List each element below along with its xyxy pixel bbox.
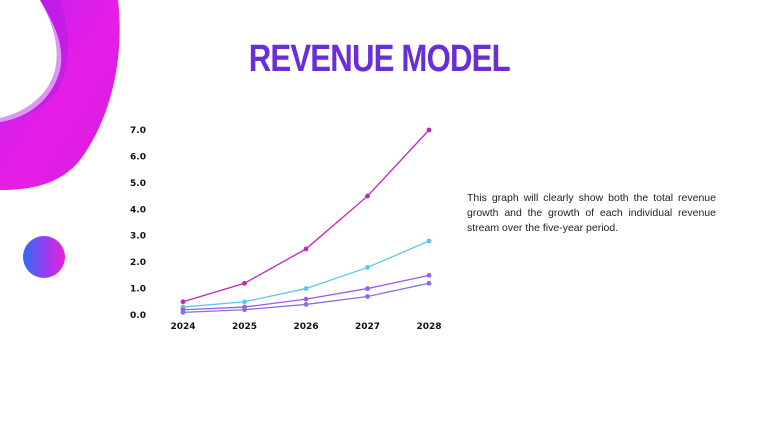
y-tick-label: 0.0 bbox=[130, 311, 146, 321]
swoosh-highlight-shape bbox=[0, 0, 69, 122]
data-point bbox=[303, 286, 309, 291]
data-point bbox=[242, 299, 247, 305]
gradient-ball-shape bbox=[23, 236, 65, 278]
data-point bbox=[365, 265, 370, 270]
x-tick-label: 2028 bbox=[416, 322, 441, 332]
data-point bbox=[365, 286, 370, 291]
slide-title: REVENUE MODEL bbox=[248, 38, 511, 80]
data-point bbox=[426, 272, 432, 278]
x-tick-label: 2025 bbox=[232, 322, 257, 332]
y-tick-label: 4.0 bbox=[130, 205, 146, 215]
magenta-swoosh-shape bbox=[0, 0, 120, 190]
y-tick-label: 1.0 bbox=[130, 285, 146, 295]
data-point bbox=[303, 302, 309, 307]
data-point bbox=[242, 307, 247, 313]
chart-description: This graph will clearly show both the to… bbox=[467, 192, 716, 234]
y-tick-label: 2.0 bbox=[130, 258, 146, 268]
y-tick-label: 7.0 bbox=[130, 126, 146, 136]
data-point bbox=[365, 193, 370, 199]
data-point bbox=[303, 296, 309, 302]
y-tick-label: 3.0 bbox=[130, 232, 146, 242]
series-line-1 bbox=[182, 129, 430, 303]
data-point bbox=[303, 246, 309, 252]
data-point bbox=[242, 280, 247, 286]
decorative-shapes bbox=[0, 0, 120, 278]
x-tick-label: 2026 bbox=[293, 322, 318, 332]
data-point bbox=[180, 299, 186, 305]
data-point bbox=[426, 238, 432, 244]
data-point bbox=[180, 309, 186, 315]
data-point bbox=[426, 127, 432, 133]
y-tick-label: 5.0 bbox=[130, 179, 146, 189]
x-tick-label: 2027 bbox=[355, 322, 380, 332]
data-point bbox=[365, 294, 370, 299]
y-tick-label: 6.0 bbox=[130, 152, 146, 162]
x-tick-label: 2024 bbox=[170, 322, 195, 332]
data-point bbox=[426, 280, 432, 286]
